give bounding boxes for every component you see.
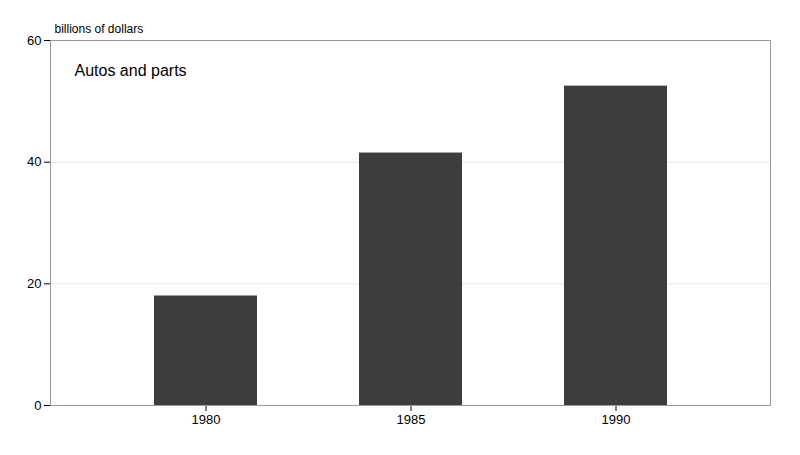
svg-text:1985: 1985 <box>397 412 426 427</box>
svg-text:Autos and parts: Autos and parts <box>75 62 187 79</box>
svg-text:1990: 1990 <box>602 412 631 427</box>
svg-text:0: 0 <box>34 398 41 413</box>
svg-text:1980: 1980 <box>192 412 221 427</box>
svg-text:20: 20 <box>27 276 41 291</box>
svg-text:40: 40 <box>27 154 41 169</box>
svg-text:billions of dollars: billions of dollars <box>55 22 144 36</box>
svg-text:60: 60 <box>27 33 41 48</box>
